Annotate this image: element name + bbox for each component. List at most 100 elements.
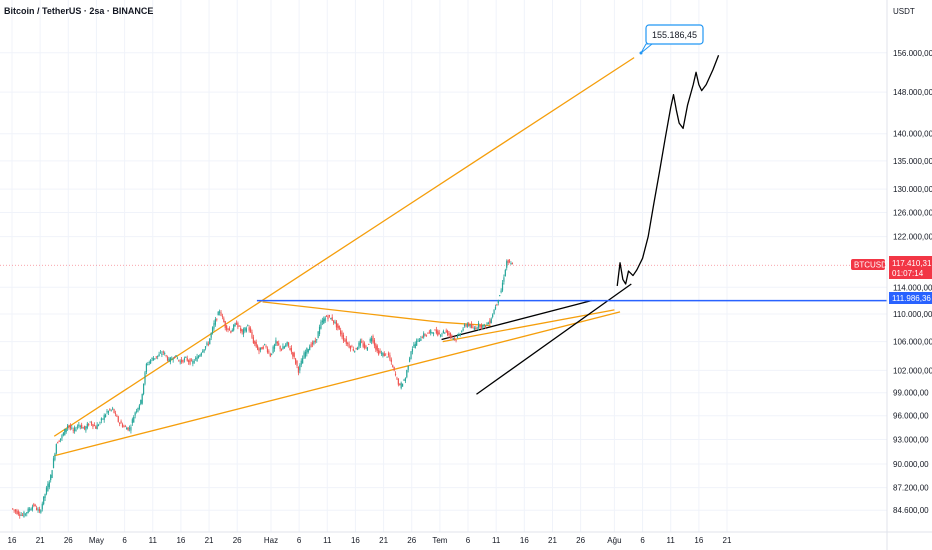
candle-body [493,309,495,315]
candle-body [13,509,15,511]
candle-body [227,329,229,331]
countdown-text: 01:07:14 [892,269,924,278]
candle-body [447,330,449,335]
candle-body [124,426,126,428]
candle-body [376,345,378,352]
target-callout[interactable]: 155.186,45 [639,24,704,55]
candle-body [470,324,473,328]
time-tick-label: 21 [36,536,45,545]
candle-body [292,352,294,357]
candle-body [459,333,461,336]
candle-body [466,323,468,327]
candle-body [452,338,454,339]
candle-body [58,441,60,442]
candle-body [424,334,426,336]
price-tick-label: 156.000,00 [893,49,932,58]
candle-body [423,333,425,338]
candle-body [383,353,385,357]
candle-body [309,346,311,351]
candle-body [261,347,263,350]
candle-body [382,353,384,356]
candle-body [233,325,235,331]
candle-body [421,337,423,338]
candle-body [437,330,439,336]
candle-body [441,333,443,335]
symbol-badge: BTCUSDT [851,259,892,270]
candle-body [358,342,360,348]
candle-body [480,324,483,328]
candle-body [72,429,74,431]
candle-body [19,514,21,516]
price-tick-label: 110.000,00 [893,310,932,319]
candle-body [90,422,93,425]
candle-body [61,435,63,439]
candle-body [497,299,499,304]
currency-label: USDT [893,7,915,16]
candle-body [340,330,342,335]
candle-body [188,360,190,363]
candle-body [34,505,36,507]
candle-body [413,344,415,346]
candle-body [259,347,262,350]
candle-body [86,423,88,429]
candle-body [257,345,259,350]
candle-body [193,361,195,363]
candle-body [224,321,226,328]
candle-body [216,318,218,320]
candle-body [54,453,56,460]
time-tick-label: 11 [667,536,676,545]
candle-body [420,338,422,341]
price-tick-label: 135.000,00 [893,157,932,166]
candle-body [134,412,136,416]
candle-body [373,340,376,346]
candle-body [316,339,318,341]
candle-body [178,359,180,361]
candle-body [338,325,340,330]
trend-lines [0,57,887,457]
candle-body [144,372,146,384]
candle-body [164,353,166,354]
candle-body [150,360,152,364]
candle-body [333,320,335,323]
price-tick-label: 99.000,00 [893,389,929,398]
time-tick-label: 26 [576,536,585,545]
candle-body [231,330,233,332]
candle-body [237,323,239,328]
candle-body [82,427,84,429]
time-tick-label: 21 [205,536,214,545]
candle-body [172,359,174,361]
candle-body [20,514,22,516]
candle-body [214,319,216,325]
candle-body [278,343,280,345]
candle-body [247,325,249,327]
candle-body [275,340,277,346]
candle-body [472,326,474,328]
candle-body [394,373,397,376]
candle-body [196,356,198,362]
candle-body [510,263,512,264]
candle-body [240,327,242,332]
price-tick-label: 126.000,00 [893,208,932,217]
candle-body [78,424,80,427]
candle-body [47,483,49,491]
candle-body [475,327,477,329]
candle-body [96,424,98,430]
candle-body [271,353,273,355]
candle-body [435,329,437,334]
candle-body [165,355,167,357]
candle-body [485,325,487,327]
candle-body [418,340,421,342]
candle-body [341,332,343,338]
candle-body [40,510,42,513]
candle-body [27,508,29,513]
candle-body [331,317,333,321]
candle-body [297,367,300,373]
candle-body [121,424,124,427]
candle-body [348,344,350,348]
candle-body [411,349,414,352]
candle-body [477,323,480,328]
candle-body [337,323,339,328]
candle-body [155,356,157,358]
